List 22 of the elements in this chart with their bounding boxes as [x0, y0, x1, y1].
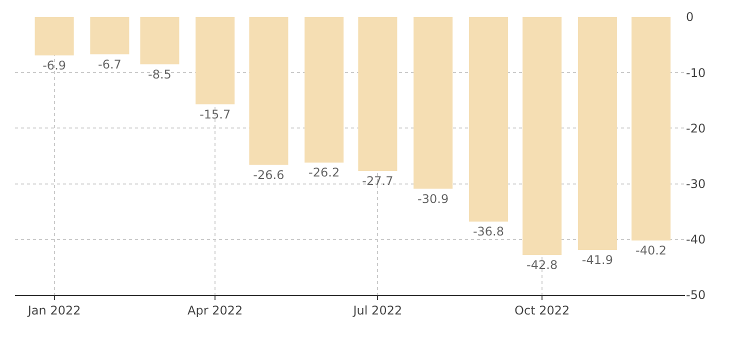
- data-label: -6.7: [98, 57, 122, 72]
- x-tick-label: Apr 2022: [188, 303, 243, 318]
- y-tick-label: -30: [686, 177, 706, 191]
- data-label: -26.2: [308, 166, 340, 180]
- data-label: -15.7: [200, 107, 231, 122]
- data-label: -40.2: [636, 244, 667, 258]
- data-label: -6.9: [42, 58, 66, 72]
- x-tick-label: Oct 2022: [514, 303, 570, 318]
- y-tick-label: -50: [686, 288, 706, 302]
- y-tick-label: -20: [686, 121, 706, 136]
- y-tick-label: -10: [686, 66, 706, 80]
- data-label: -42.8: [526, 258, 558, 272]
- y-tick-label: -40: [686, 232, 706, 247]
- data-label: -36.8: [472, 224, 504, 239]
- data-label: -27.7: [362, 174, 394, 188]
- data-label: -41.9: [582, 252, 613, 267]
- x-tick-label: Jan 2022: [26, 303, 81, 318]
- x-tick-label: Jul 2022: [352, 303, 402, 318]
- data-label: -26.6: [253, 168, 284, 182]
- data-label: -30.9: [418, 192, 449, 206]
- data-label: -8.5: [148, 67, 172, 82]
- y-tick-label: 0: [686, 10, 694, 24]
